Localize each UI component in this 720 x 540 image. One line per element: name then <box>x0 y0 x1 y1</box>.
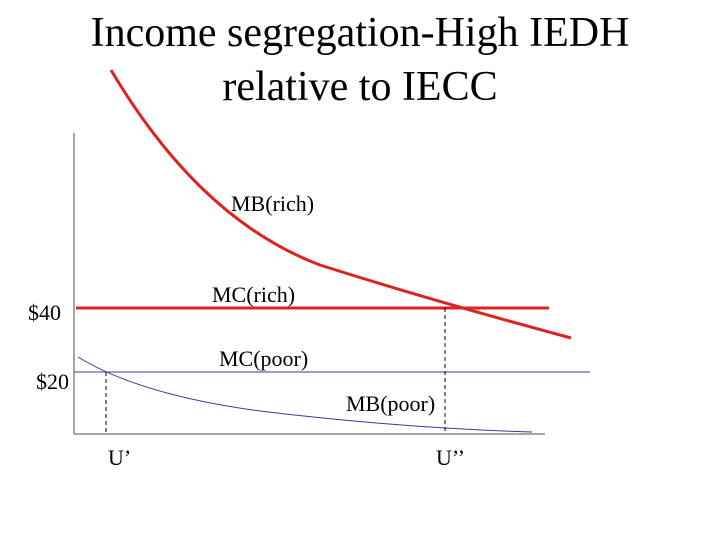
mb-poor-label: MB(poor) <box>346 391 435 416</box>
price-40-label: $40 <box>28 300 61 325</box>
mb-rich-curve <box>109 69 572 340</box>
title-line-1: Income segregation-High IEDH <box>90 10 630 56</box>
mb-poor-curve <box>77 356 533 433</box>
u-prime-label: U’ <box>108 445 131 470</box>
u-double-prime-label: U’’ <box>436 445 465 470</box>
price-20-label: $20 <box>36 369 69 394</box>
slide-title: Income segregation-High IEDH relative to… <box>0 6 720 114</box>
title-line-2: relative to IECC <box>222 64 498 110</box>
mc-rich-label: MC(rich) <box>212 282 295 307</box>
mb-rich-label: MB(rich) <box>231 191 314 216</box>
mc-poor-label: MC(poor) <box>219 346 308 371</box>
